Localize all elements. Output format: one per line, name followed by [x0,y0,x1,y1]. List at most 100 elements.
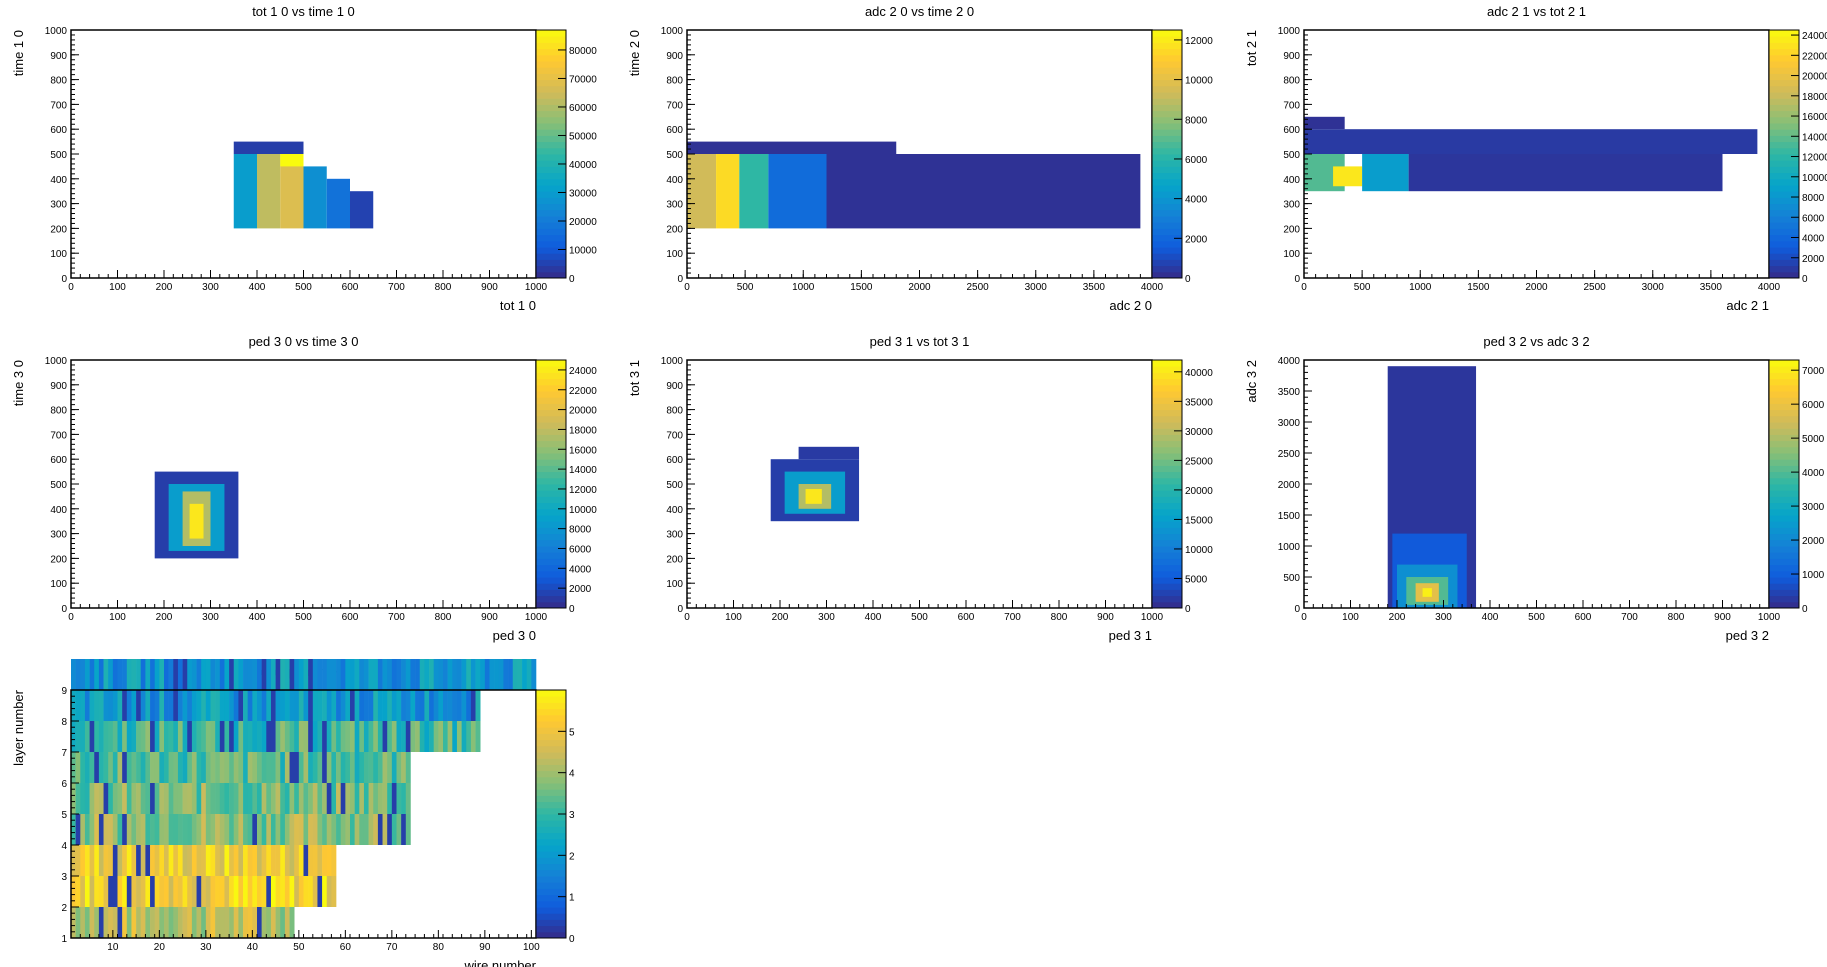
occupancy-cell [168,907,174,938]
colorbar-segment [536,776,566,784]
colorbar-segment [536,925,566,933]
occupancy-cell [470,659,476,690]
occupancy-cell [252,721,258,752]
colorbar-tick-label: 2000 [569,584,592,595]
colorbar-segment [1769,123,1799,130]
occupancy-cell [401,721,407,752]
occupancy-cell [401,690,407,721]
y-tick-label: 400 [666,505,683,516]
colorbar-segment [536,770,566,778]
occupancy-cell [266,721,272,752]
colorbar-segment [1152,391,1182,398]
occupancy-cell [401,752,407,783]
occupancy-cell [108,659,114,690]
y-tick-label: 2500 [1278,449,1301,460]
colorbar-tick-label: 10000 [1185,545,1213,556]
colorbar-tick-label: 16000 [569,445,597,456]
occupancy-cell [336,690,341,721]
y-tick-label: 200 [50,224,67,235]
occupancy-cell [433,659,439,690]
colorbar-segment [536,166,566,174]
heatmap-cell [687,154,717,229]
occupancy-cell [196,845,202,876]
colorbar-segment [1769,601,1799,609]
occupancy-cell [331,721,337,752]
occupancy-cell [266,876,272,907]
occupancy-cell [145,783,151,814]
x-tick-label: 500 [295,282,312,293]
y-axis-label: tot 3 1 [627,360,642,396]
colorbar-tick-label: 2000 [1802,536,1825,547]
heatmap-cell [350,191,374,229]
occupancy-cell [294,752,300,783]
occupancy-cell [326,659,332,690]
occupancy-cell [215,876,221,907]
y-tick-label: 600 [666,125,683,136]
occupancy-cell [122,814,128,845]
occupancy-cell [94,876,100,907]
colorbar-segment [1152,234,1182,242]
occupancy-cell [112,690,118,721]
x-axis-label: tot 1 0 [500,298,536,313]
occupancy-cell [219,752,225,783]
heatmap-cell [1408,154,1723,192]
occupancy-cell [126,876,132,907]
occupancy-cell [89,814,95,845]
occupancy-cell [368,783,374,814]
heatmap-cell [233,141,304,154]
colorbar-segment [1152,98,1182,105]
colorbar-segment [1769,185,1799,192]
occupancy-cell [396,659,402,690]
occupancy-cell [187,845,193,876]
histogram-panel-6: ped 3 2 vs adc 3 2 0 100 200 300 400 500 600 700… [1244,334,1825,643]
occupancy-cell [201,907,207,938]
occupancy-cell [201,814,207,845]
occupancy-cell [80,783,86,814]
colorbar-segment [536,434,566,442]
colorbar-tick-label: 0 [569,934,575,945]
occupancy-cell [210,690,216,721]
occupancy-cell [112,659,118,690]
occupancy-cell [359,814,365,845]
x-tick-label: 200 [772,612,789,623]
colorbar-segment [1152,496,1182,504]
occupancy-cell [117,907,123,938]
colorbar-segment [536,564,566,572]
colorbar-tick-label: 8000 [1185,115,1208,126]
occupancy-cell [159,845,165,876]
heatmap-cells [233,141,374,229]
y-axis-label: time 1 0 [11,30,26,76]
colorbar-segment [536,191,566,198]
colorbar-segment [1769,533,1799,541]
occupancy-cell [177,876,183,907]
occupancy-cell [187,659,193,690]
occupancy-cell [247,783,253,814]
occupancy-cell [298,659,304,690]
x-tick-label: 200 [156,282,173,293]
occupancy-cell [308,752,314,783]
colorbar-segment [1769,259,1799,267]
occupancy-cell [205,690,211,721]
colorbar-tick-label: 0 [1185,604,1191,615]
colorbar-segment [1152,372,1182,380]
colorbar-segment [536,110,566,118]
occupancy-cell [173,814,179,845]
colorbar-segment [536,721,566,728]
x-tick-label: 900 [481,612,498,623]
colorbar-segment [536,838,566,846]
colorbar-segment [536,795,566,803]
occupancy-cell [80,845,86,876]
occupancy-cell [308,814,314,845]
occupancy-cell [322,721,328,752]
y-tick-label: 1000 [1278,542,1301,553]
colorbar-segment [536,814,566,821]
x-tick-label: 1000 [792,282,815,293]
occupancy-cell [294,659,300,690]
x-tick-label: 1000 [1758,612,1781,623]
occupancy-cell [94,752,100,783]
colorbar-segment [1769,391,1799,398]
occupancy-cell [229,721,235,752]
occupancy-cell [401,814,407,845]
occupancy-cell [191,752,197,783]
occupancy-cell [498,659,504,690]
